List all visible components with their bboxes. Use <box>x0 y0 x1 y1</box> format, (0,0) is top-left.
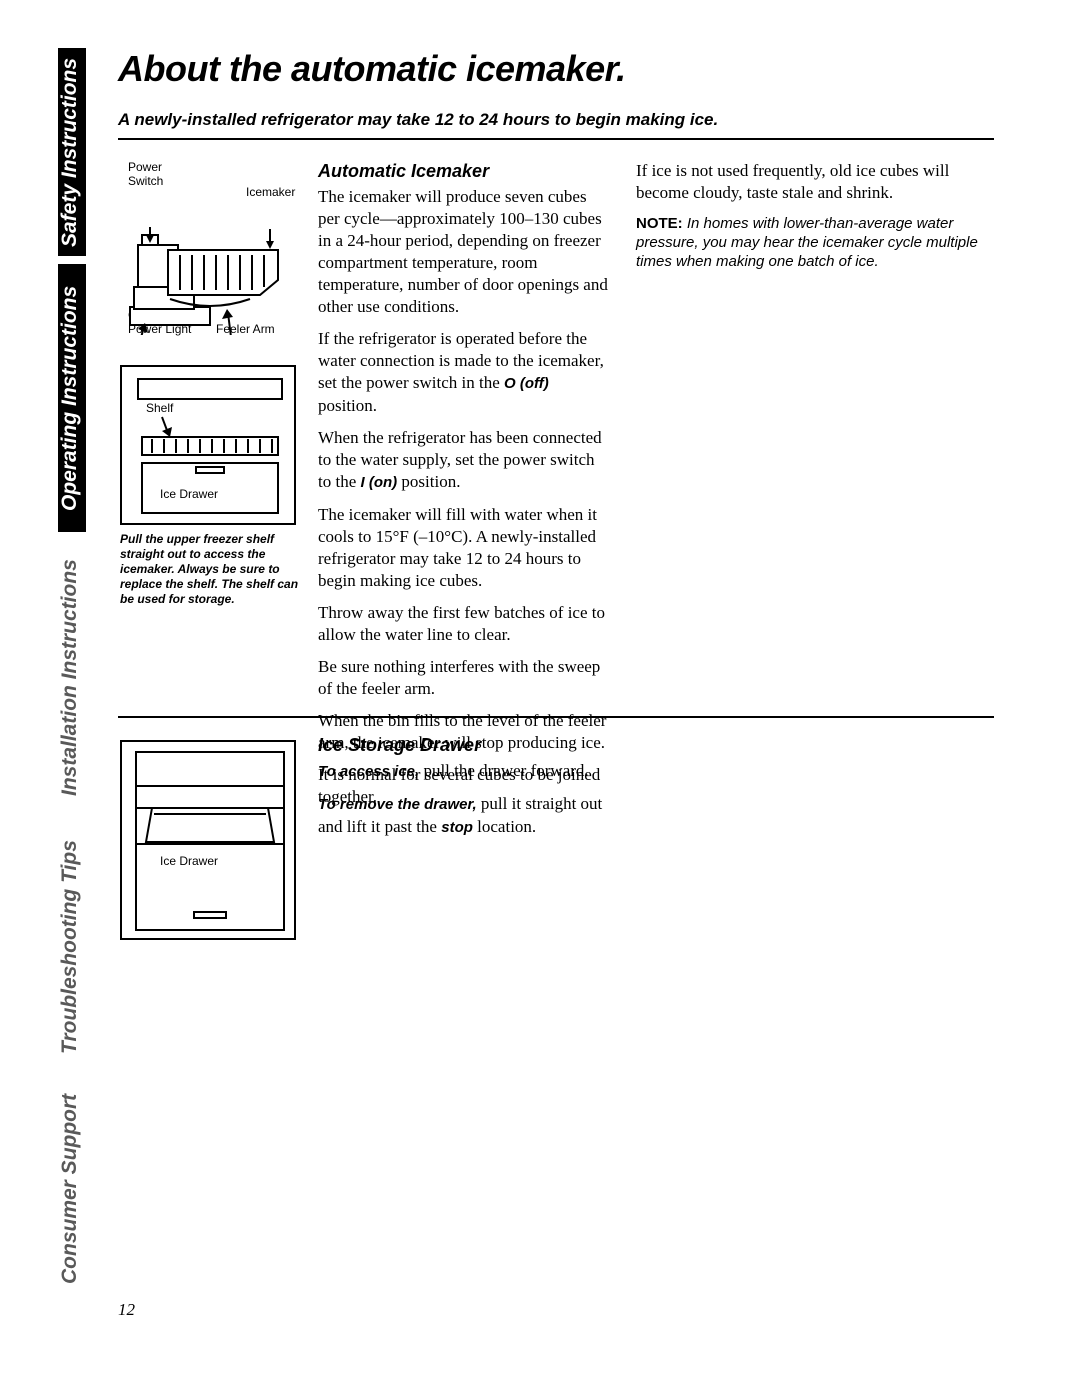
text-span: position. <box>318 396 377 415</box>
text-bold: stop <box>441 819 473 836</box>
text-span: position. <box>397 472 460 491</box>
diagram-ice-storage: Ice Drawer <box>120 740 296 940</box>
horizontal-rule <box>118 138 994 140</box>
body-text: Throw away the first few batches of ice … <box>318 602 608 646</box>
manual-page: Safety Instructions Operating Instructio… <box>0 0 1080 1397</box>
text-span: In homes with lower-than-average water p… <box>636 215 978 270</box>
label-ice-drawer: Ice Drawer <box>160 487 218 501</box>
body-text: When the refrigerator has been connected… <box>318 427 608 494</box>
diagram-caption: Pull the upper freezer shelf straight ou… <box>120 532 306 607</box>
body-text: If ice is not used frequently, old ice c… <box>636 160 996 204</box>
section-ice-storage-drawer: Ice Storage Drawer To access ice, pull t… <box>318 734 608 849</box>
body-text: Be sure nothing interferes with the swee… <box>318 656 608 700</box>
label-ice-drawer: Ice Drawer <box>160 854 218 868</box>
diagram-ice-storage-icon <box>122 742 298 942</box>
tab-troubleshooting: Troubleshooting Tips <box>58 823 86 1071</box>
diagram-shelf-icon <box>122 367 298 527</box>
tab-installation: Installation Instructions <box>58 543 86 813</box>
diagram-shelf: Shelf Ice Drawer <box>120 365 296 525</box>
body-text: To access ice, pull the drawer forward. <box>318 760 608 783</box>
tab-safety: Safety Instructions <box>58 48 86 256</box>
page-number: 12 <box>118 1300 135 1320</box>
text-bold: I (on) <box>361 474 398 491</box>
text-bold: To access ice, <box>318 763 419 780</box>
body-text: The icemaker will produce seven cubes pe… <box>318 186 608 318</box>
text-span: pull the drawer forward. <box>419 761 588 780</box>
page-intro: A newly-installed refrigerator may take … <box>118 110 718 130</box>
tab-operating: Operating Instructions <box>58 264 86 532</box>
section-automatic-icemaker: Automatic Icemaker The icemaker will pro… <box>318 160 608 818</box>
heading-ice-storage-drawer: Ice Storage Drawer <box>318 734 608 756</box>
note-label: NOTE: <box>636 215 683 232</box>
tab-consumer-support: Consumer Support <box>58 1080 86 1298</box>
horizontal-rule <box>118 716 994 718</box>
text-bold: To remove the drawer, <box>318 796 477 813</box>
note-text: NOTE: In homes with lower-than-average w… <box>636 214 996 271</box>
body-text: If the refrigerator is operated before t… <box>318 328 608 417</box>
body-text: The icemaker will fill with water when i… <box>318 504 608 592</box>
diagram-icemaker-icon <box>120 195 296 335</box>
page-title: About the automatic icemaker. <box>118 48 626 90</box>
label-power-switch: Power Switch <box>128 160 163 188</box>
label-shelf: Shelf <box>146 401 173 415</box>
heading-automatic-icemaker: Automatic Icemaker <box>318 160 608 182</box>
text-span: location. <box>473 817 536 836</box>
text-span: If the refrigerator is operated before t… <box>318 329 604 392</box>
body-text: To remove the drawer, pull it straight o… <box>318 793 608 839</box>
section-right-notes: If ice is not used frequently, old ice c… <box>636 160 996 271</box>
text-bold: O (off) <box>504 375 549 392</box>
